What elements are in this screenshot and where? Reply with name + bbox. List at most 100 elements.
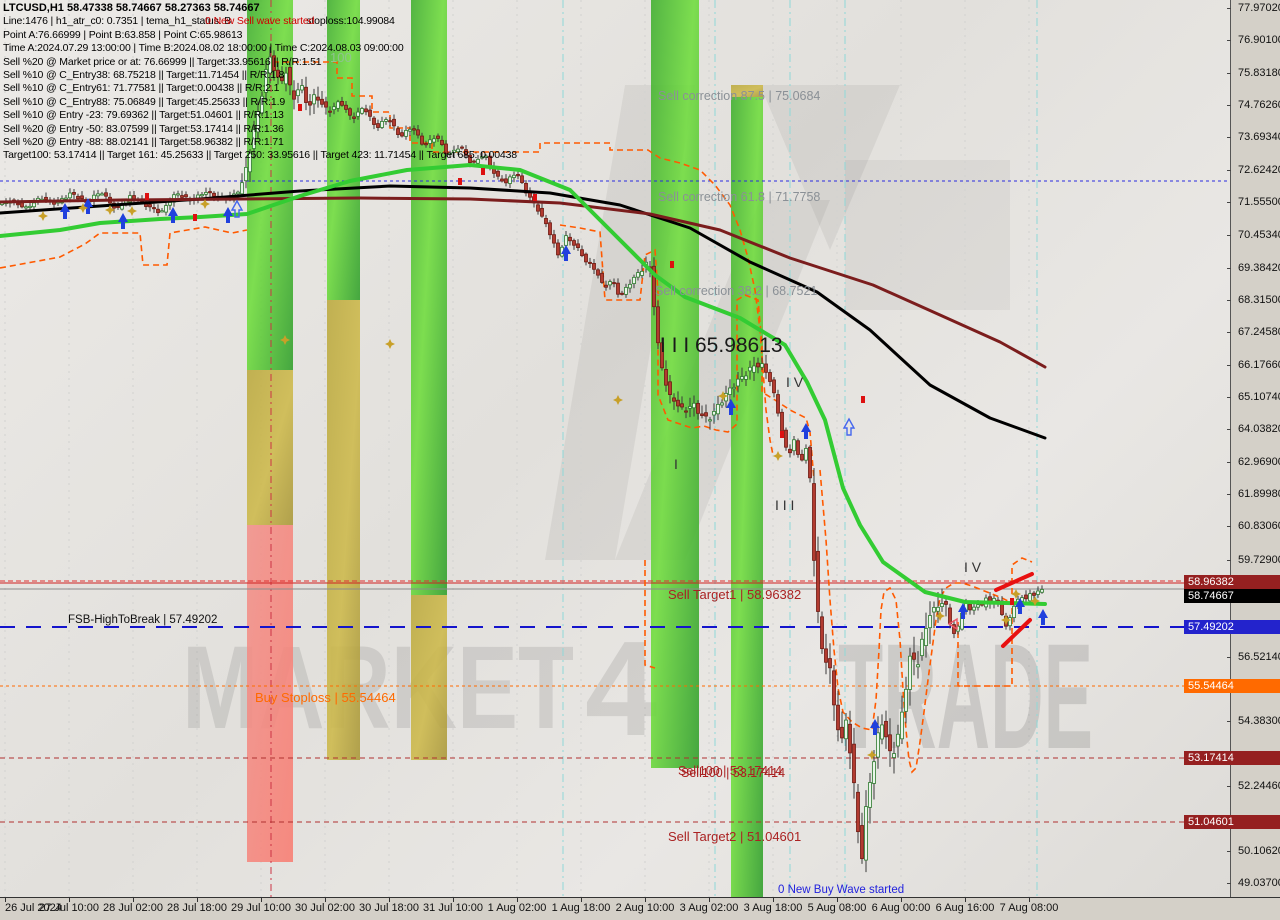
- candle: [500, 178, 504, 182]
- time-axis-label: 30 Jul 18:00: [359, 902, 419, 914]
- sell-line-1: Sell %20 @ Market price or at: 76.66999 …: [3, 55, 322, 68]
- candle: [20, 202, 24, 208]
- time-axis-label: 29 Jul 10:00: [231, 902, 291, 914]
- axis-tick: [197, 898, 198, 902]
- axis-tick: [453, 898, 454, 902]
- candle: [852, 743, 856, 784]
- axis-tick: [1227, 137, 1231, 138]
- trend-line[interactable]: [994, 572, 1034, 592]
- time-axis-label: 30 Jul 02:00: [295, 902, 355, 914]
- candle: [624, 286, 628, 295]
- candle: [672, 397, 676, 402]
- time-axis-label: 1 Aug 18:00: [551, 902, 611, 914]
- candle: [692, 402, 696, 409]
- axis-tick: [837, 898, 838, 902]
- candle: [328, 110, 332, 113]
- candle: [908, 655, 912, 690]
- candle: [1008, 617, 1012, 627]
- signal-star-icon: [1001, 615, 1011, 625]
- signal-star-icon: [280, 335, 290, 345]
- candle: [840, 726, 844, 739]
- sell-line-3: Sell %10 @ C_Entry61: 71.77581 || Target…: [3, 82, 280, 95]
- candle: [380, 121, 384, 128]
- time-axis-label: 31 Jul 10:00: [423, 902, 483, 914]
- candle: [432, 138, 436, 143]
- candle: [416, 129, 420, 136]
- price-badge: 57.49202: [1184, 620, 1280, 634]
- candle: [728, 387, 732, 395]
- candle: [620, 292, 624, 295]
- price-axis-label: 52.24460: [1238, 780, 1280, 792]
- candle: [544, 218, 548, 225]
- candle: [316, 96, 320, 101]
- candle: [444, 143, 448, 154]
- sell-arrow-icon: [478, 168, 488, 182]
- trend-line[interactable]: [1001, 618, 1032, 648]
- price-axis-label: 54.38300: [1238, 715, 1280, 727]
- time-axis[interactable]: 26 Jul 2024 27 Jul 10:00 28 Jul 02:00 28 Ju…: [0, 897, 1280, 920]
- candle: [400, 132, 404, 137]
- axis-tick: [901, 898, 902, 902]
- axis-tick: [1227, 526, 1231, 527]
- buy-arrow-icon: [60, 203, 70, 219]
- sell-line-6: Sell %20 @ Entry -50: 83.07599 || Target…: [3, 122, 284, 135]
- candle: [712, 411, 716, 416]
- price-axis-label: 62.96900: [1238, 456, 1280, 468]
- candle: [204, 192, 208, 195]
- candle: [912, 652, 916, 660]
- logo-watermark-shape: [760, 85, 900, 250]
- candle: [808, 446, 812, 479]
- chart-plot-area[interactable]: MARKET 4 TRADE: [0, 0, 1230, 897]
- symbol-ohlc-line: LTCUSD,H1 58.47338 58.74667 58.27363 58.…: [3, 2, 260, 14]
- buy-arrow-icon: [223, 207, 233, 223]
- buy-arrow-icon: [726, 399, 736, 415]
- candle: [776, 394, 780, 414]
- sell-arrow-icon: [455, 178, 465, 192]
- price-badge: 51.04601: [1184, 815, 1280, 829]
- price-axis-label: 60.83060: [1238, 520, 1280, 532]
- candle: [804, 448, 808, 461]
- candle: [176, 193, 180, 196]
- candle: [252, 129, 256, 149]
- price-badge: 58.96382: [1184, 575, 1280, 589]
- candle: [944, 601, 948, 605]
- candle: [780, 411, 784, 432]
- ma-maroon-line[interactable]: [0, 196, 1047, 369]
- candle: [32, 202, 36, 208]
- ma-green-line[interactable]: [0, 163, 1047, 606]
- candle: [616, 282, 620, 295]
- fib-zone-band: [731, 97, 763, 897]
- candle: [452, 149, 456, 153]
- sell-arrow-icon: [858, 396, 868, 410]
- candle: [844, 719, 848, 740]
- info-panel: LTCUSD,H1 58.47338 58.74667 58.27363 58.…: [3, 2, 517, 163]
- candle: [704, 412, 708, 417]
- candle: [748, 366, 752, 372]
- candle: [352, 116, 356, 119]
- price-axis-label: 70.45340: [1238, 229, 1280, 241]
- time-axis-label: 3 Aug 02:00: [679, 902, 739, 914]
- ma-black-line[interactable]: [0, 184, 1047, 440]
- candle: [372, 117, 376, 125]
- candle: [520, 175, 524, 183]
- sell-arrow-icon: [530, 194, 540, 208]
- candle: [156, 208, 160, 214]
- candle: [860, 825, 864, 860]
- candle: [856, 791, 860, 833]
- axis-tick: [1029, 898, 1030, 902]
- buy-arrow-icon: [83, 198, 93, 214]
- fsb-channel-line: [273, 61, 774, 456]
- axis-tick: [1227, 397, 1231, 398]
- sell-arrow-icon: [295, 104, 305, 118]
- watermark-text: MARKET: [182, 622, 574, 754]
- sell-wave-overlay: 0 New Sell wave started: [205, 15, 315, 28]
- candle: [820, 616, 824, 650]
- candle: [612, 282, 616, 285]
- price-axis-label: 71.55500: [1238, 196, 1280, 208]
- time-axis-label: 26 Jul 2024: [5, 902, 62, 914]
- price-axis-label: 72.62420: [1238, 164, 1280, 176]
- sell-line-4: Sell %10 @ C_Entry88: 75.06849 || Target…: [3, 95, 286, 108]
- axis-tick: [5, 898, 6, 902]
- chart-canvas[interactable]: MARKET 4 TRADE: [0, 0, 1230, 897]
- price-axis[interactable]: 77.97020 76.90100 75.83180 74.76260 73.69340…: [1184, 0, 1280, 897]
